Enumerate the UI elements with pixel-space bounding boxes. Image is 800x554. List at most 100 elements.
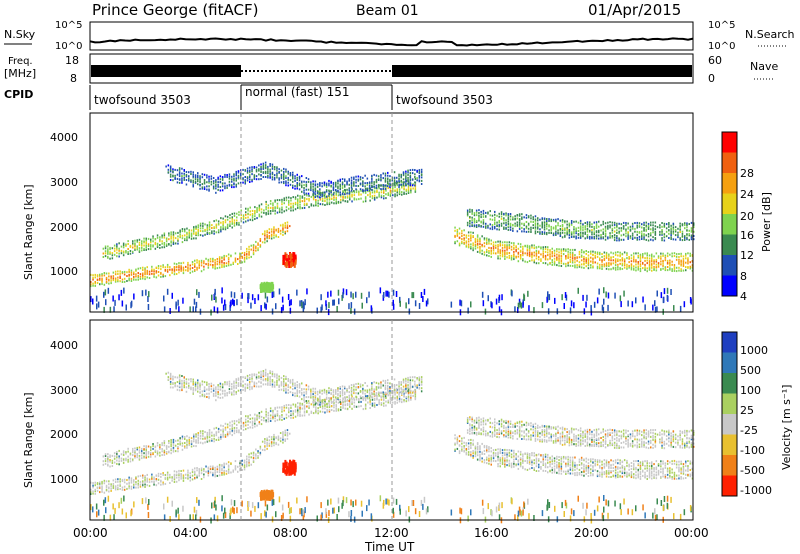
power-cell-2236 — [167, 171, 170, 174]
power-cell-5918 — [616, 229, 618, 232]
velocity-cell-1741 — [308, 407, 310, 409]
velocity-cell-1007 — [147, 452, 150, 455]
power-cell-5504 — [550, 228, 552, 231]
velocity-cell-2675 — [253, 383, 256, 386]
power-cell-2796 — [276, 176, 278, 179]
power-cell-1164 — [181, 234, 184, 237]
power-cell-818 — [107, 255, 109, 258]
power-cell-6402 — [290, 299, 292, 306]
power-cell-4382 — [590, 252, 592, 255]
power-cell-3824 — [499, 252, 501, 255]
power-cell-6286 — [681, 232, 684, 235]
power-cell-5702 — [582, 231, 584, 234]
velocity-cell-369 — [180, 477, 182, 480]
velocity-cell-1571 — [272, 417, 274, 420]
velocity-cell-1555 — [267, 417, 270, 420]
velocity-cell-53 — [101, 487, 103, 490]
velocity-cell-1471 — [247, 420, 249, 423]
power-cell-3540 — [418, 175, 421, 177]
power-cell-1238 — [197, 234, 199, 237]
power-cell-360 — [178, 268, 180, 271]
power-cell-1044 — [156, 246, 159, 248]
velocity-cell-933 — [132, 447, 134, 450]
power-cell-2328 — [185, 179, 188, 181]
power-cell-1152 — [179, 235, 181, 238]
power-cell-420 — [194, 269, 196, 272]
power-cell-2416 — [203, 186, 206, 189]
power-cell-4660 — [635, 252, 637, 255]
power-cell-1938 — [351, 193, 353, 196]
power-cell-4720 — [644, 252, 646, 255]
power-cell-4492 — [608, 257, 610, 260]
velocity-cell-1693 — [297, 402, 299, 405]
power-cell-5896 — [613, 239, 616, 242]
power-cell-4440 — [601, 268, 603, 270]
velocity-cell-247 — [146, 473, 148, 476]
power-cell-182 — [133, 272, 135, 275]
velocity-cell-361 — [178, 476, 180, 479]
velocity-cell-2289 — [178, 385, 181, 388]
power-cell-2 — [90, 283, 92, 286]
velocity-cell-219 — [142, 482, 144, 485]
power-cell-1632 — [285, 206, 288, 209]
power-cell-342 — [173, 267, 176, 270]
power-cell-3230 — [357, 179, 360, 182]
velocity-cell-963 — [138, 451, 141, 454]
power-cell-676 — [257, 242, 259, 245]
power-cell-5806 — [598, 237, 600, 240]
power-cell-5298 — [516, 230, 519, 233]
power-cell-2584 — [235, 170, 237, 173]
velocity-cell-1715 — [301, 402, 304, 405]
power-cell-3640 — [467, 238, 470, 241]
velocity-cell-125 — [119, 484, 121, 487]
power-cell-2076 — [385, 193, 387, 196]
velocity-cell-1145 — [177, 445, 179, 448]
power-cell-3730 — [483, 253, 486, 256]
power-cell-576 — [232, 261, 234, 264]
velocity-cell-891 — [122, 454, 125, 456]
power-cell-4956 — [685, 266, 687, 269]
power-cell-1728 — [303, 193, 306, 196]
power-cell-5422 — [537, 222, 539, 225]
power-cell-1244 — [197, 228, 199, 231]
power-cell-4070 — [540, 260, 542, 262]
power-cell-6822 — [689, 297, 692, 303]
power-cell-3498 — [409, 176, 412, 179]
power-cell-488 — [212, 264, 214, 266]
power-cell-1708 — [301, 207, 304, 210]
power-cell-6818 — [490, 301, 492, 308]
velocity-cell-383 — [182, 476, 185, 479]
velocity-cell-1647 — [288, 404, 290, 406]
power-cell-5032 — [469, 208, 471, 211]
power-cell-6452 — [498, 294, 501, 301]
velocity-cell-225 — [142, 474, 144, 477]
power-cell-4712 — [644, 266, 646, 269]
velocity-cell-1363 — [222, 425, 224, 428]
velocity-cell-1973 — [362, 408, 365, 411]
velocity-cell-345 — [173, 473, 176, 476]
power-cell-3980 — [524, 260, 526, 263]
velocity-cell-1453 — [242, 421, 245, 424]
power-cell-5438 — [541, 233, 543, 235]
power-cell-5276 — [512, 229, 514, 232]
power-cell-596 — [239, 256, 241, 258]
power-cell-5082 — [478, 219, 480, 222]
power-cell-3616 — [463, 234, 465, 237]
velocity-cell-1775 — [317, 409, 319, 412]
power-cell-3652 — [470, 239, 472, 242]
power-cell-6116 — [650, 232, 652, 235]
power-cell-1236 — [195, 225, 197, 228]
power-cell-2018 — [373, 198, 376, 201]
power-cell-3744 — [486, 251, 488, 253]
power-cell-1472 — [247, 209, 249, 212]
power-cell-4232 — [567, 264, 569, 267]
power-cell-64 — [103, 272, 106, 274]
power-cell-602 — [241, 261, 243, 264]
power-cell-2106 — [392, 194, 394, 197]
power-cell-956 — [138, 250, 141, 253]
power-cell-4074 — [540, 253, 542, 256]
power-cell-2642 — [246, 167, 249, 170]
velocity-cell-2559 — [233, 393, 235, 396]
power-cell-972 — [141, 244, 143, 247]
power-cell-6092 — [645, 225, 647, 228]
